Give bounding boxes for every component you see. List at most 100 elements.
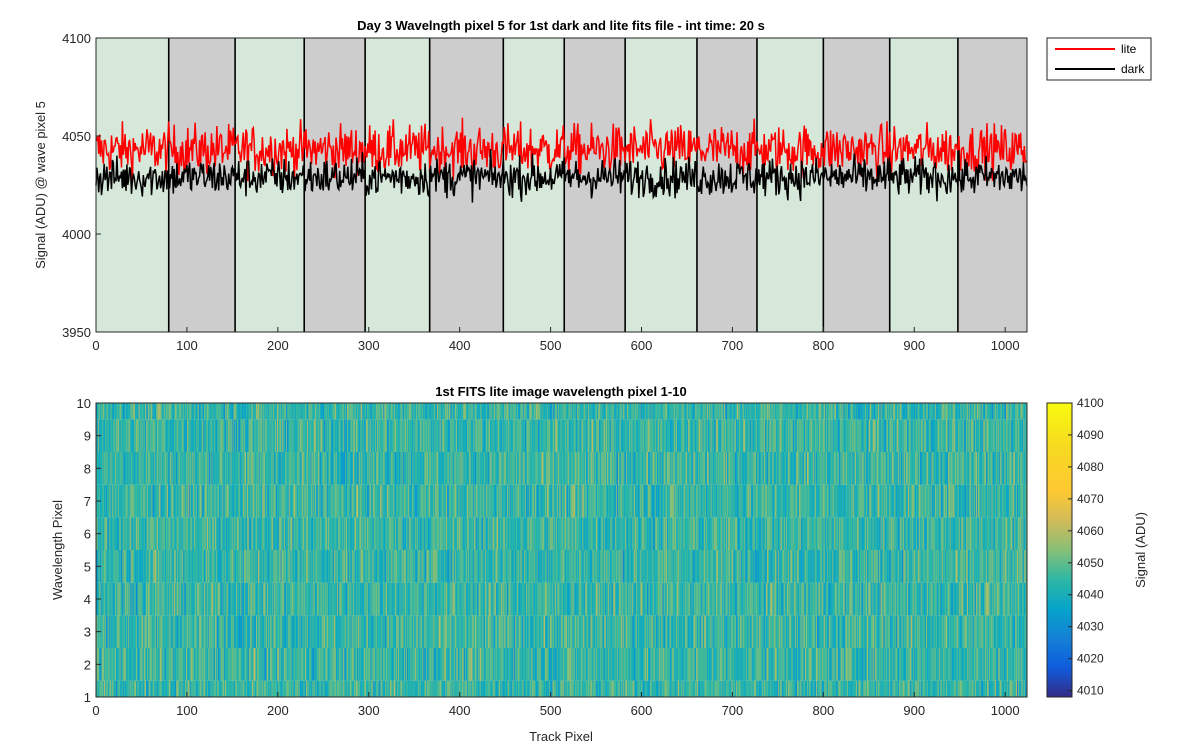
heatmap-cell — [220, 680, 222, 697]
heatmap-cell — [231, 680, 233, 697]
heatmap-cell — [148, 648, 150, 681]
heatmap-cell — [965, 648, 967, 681]
heatmap-cell — [721, 648, 723, 681]
heatmap-cell — [835, 648, 837, 681]
heatmap-cell — [154, 615, 156, 648]
heatmap-cell — [241, 680, 243, 697]
heatmap-cell — [750, 648, 752, 681]
heatmap-cell — [932, 680, 934, 697]
heatmap-cell — [462, 680, 464, 697]
heatmap-cell — [244, 615, 246, 648]
heatmap-cell — [444, 615, 446, 648]
heatmap-cell — [639, 615, 641, 648]
heatmap-cell — [943, 648, 945, 681]
heatmap-cell — [936, 680, 939, 697]
heatmap-cell — [128, 648, 130, 681]
heatmap-cell — [913, 648, 915, 681]
heatmap-cell — [367, 648, 370, 681]
heatmap-cell — [524, 615, 526, 648]
heatmap-cell — [673, 680, 675, 697]
heatmap-cell — [376, 615, 378, 648]
heatmap-cell — [575, 615, 577, 648]
heatmap-cell — [766, 648, 768, 681]
heatmap-cell — [923, 648, 925, 681]
heatmap-cell — [366, 648, 369, 681]
heatmap-cell — [576, 680, 579, 697]
heatmap-cell — [486, 648, 488, 681]
heatmap-cell — [908, 680, 911, 697]
heatmap-cell — [542, 680, 544, 697]
heatmap-cell — [761, 680, 763, 697]
heatmap-cell — [164, 680, 166, 697]
heatmap-cell — [704, 648, 706, 681]
heatmap-cell — [536, 680, 539, 697]
heatmap-cell — [566, 648, 568, 681]
heatmap-cell — [337, 615, 340, 648]
heatmap-cell — [651, 615, 653, 648]
heatmap-cell — [877, 680, 880, 697]
heatmap-cell — [378, 680, 381, 697]
heatmap-cell — [441, 615, 443, 648]
heatmap-cell — [567, 615, 570, 648]
heatmap-cell — [742, 680, 744, 697]
heatmap-cell — [221, 680, 223, 697]
heatmap-cell — [582, 648, 584, 681]
heatmap-cell — [297, 648, 300, 681]
heatmap-cell — [138, 615, 140, 648]
heatmap-cell — [853, 680, 855, 697]
heatmap-cell — [797, 648, 800, 681]
heatmap-cell — [896, 648, 898, 681]
heatmap-cell — [666, 615, 669, 648]
heatmap-cell — [779, 680, 781, 697]
heatmap-cell — [321, 680, 323, 697]
heatmap-cell — [141, 615, 143, 648]
heatmap-cell — [849, 648, 851, 681]
heatmap-cell — [366, 680, 368, 697]
heatmap-cell — [496, 615, 499, 648]
heatmap-cell — [997, 680, 999, 697]
heatmap-cell — [121, 615, 123, 648]
heatmap-cell — [576, 615, 578, 648]
heatmap-cell — [480, 615, 482, 648]
heatmap-cell — [453, 648, 455, 681]
heatmap-cell — [273, 615, 275, 648]
heatmap-cell — [379, 680, 381, 697]
heatmap-cell — [883, 648, 885, 681]
heatmap-cell — [626, 648, 628, 681]
heatmap-cell — [603, 615, 605, 648]
heatmap-cell — [845, 680, 847, 697]
heatmap-cell — [1015, 680, 1017, 697]
heatmap-cell — [451, 648, 453, 681]
heatmap-cell — [939, 648, 941, 681]
heatmap-cell — [875, 680, 877, 697]
heatmap-cell — [786, 648, 788, 681]
heatmap-cell — [824, 648, 826, 681]
heatmap-cell — [896, 680, 898, 697]
heatmap-cell — [368, 648, 371, 681]
heatmap-cell — [720, 680, 722, 697]
heatmap-cell — [311, 648, 313, 681]
heatmap-cell — [566, 680, 569, 697]
heatmap-cell — [846, 648, 848, 681]
heatmap-cell — [468, 615, 471, 648]
heatmap-cell — [343, 648, 345, 681]
heatmap-cell — [817, 680, 820, 697]
heatmap-cell — [926, 680, 928, 697]
heatmap-cell — [206, 615, 208, 648]
heatmap-cell — [958, 648, 961, 681]
heatmap-cell — [219, 615, 221, 648]
heatmap-cell — [225, 648, 227, 681]
heatmap-cell — [554, 648, 556, 681]
heatmap-cell — [295, 648, 297, 681]
heatmap-cell — [896, 648, 899, 681]
heatmap-cell — [388, 648, 391, 681]
heatmap-cell — [541, 615, 543, 648]
heatmap-cell — [476, 680, 479, 697]
heatmap-cell — [854, 648, 856, 681]
heatmap-cell — [168, 648, 170, 681]
heatmap-cell — [452, 615, 454, 648]
legend[interactable]: lite dark — [1046, 37, 1152, 81]
heatmap-cell — [306, 615, 309, 648]
heatmap-cell — [227, 615, 230, 648]
heatmap-cell — [538, 648, 541, 681]
